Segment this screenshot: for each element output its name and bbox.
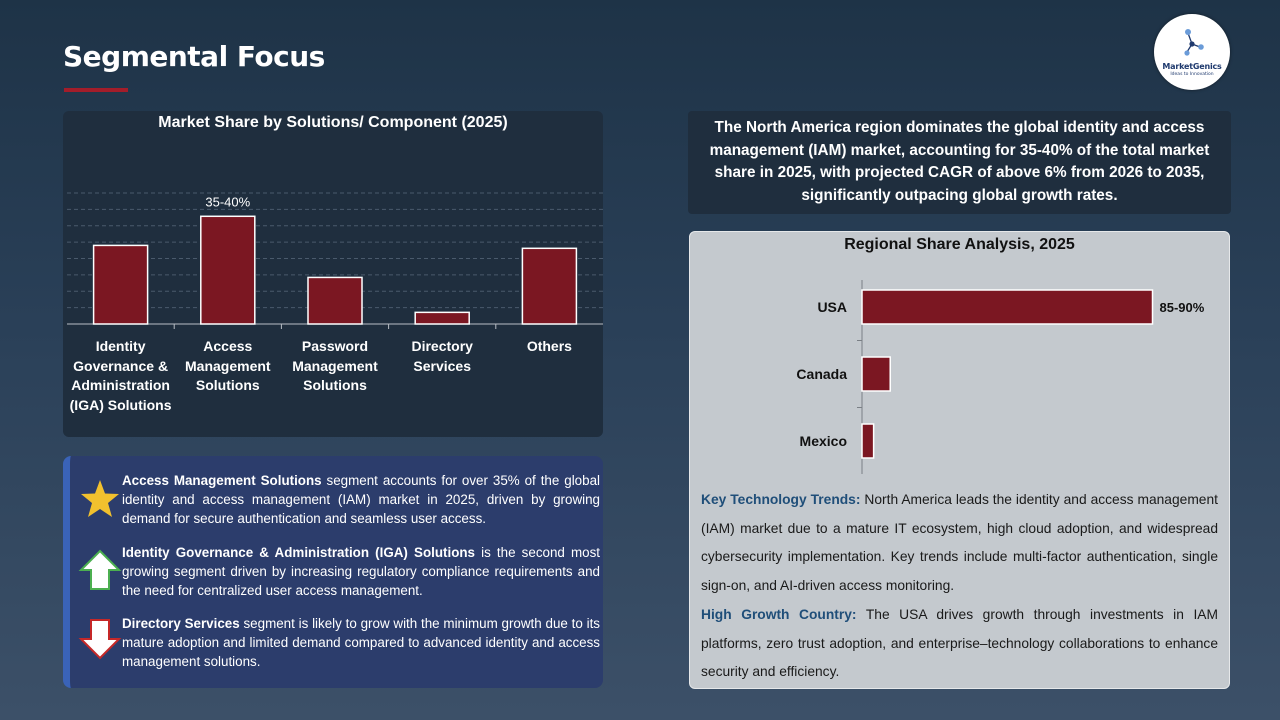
category-label: Directory Services (411, 338, 473, 374)
summary-text: The North America region dominates the g… (709, 119, 1210, 204)
category-label: Password Management Solutions (292, 338, 378, 393)
bar (861, 289, 1154, 325)
company-logo: MarketGenics Ideas to Innovation (1154, 14, 1230, 90)
bar (861, 356, 891, 392)
network-molecule-icon (1184, 29, 1204, 56)
insight-text: segment is likely to grow with the minim… (122, 616, 600, 669)
data-label: 85-90% (1160, 300, 1205, 315)
insight-bold: Directory Services (122, 616, 240, 631)
region-summary-panel: The North America region dominates the g… (688, 111, 1231, 214)
logo-tagline: Ideas to Innovation (1170, 72, 1214, 77)
insight-text: segment accounts for over 35% of the glo… (122, 473, 600, 526)
region-chart-title: Regional Share Analysis, 2025 (844, 236, 1075, 253)
chart-title: Market Share by Solutions/ Component (20… (158, 114, 508, 131)
star-icon (81, 480, 119, 517)
bar (92, 244, 149, 325)
trend-body: North America leads the identity and acc… (701, 492, 1218, 594)
category-label: Identity Governance & Administration (IG… (69, 338, 172, 413)
trend-label: Key Technology Trends: (701, 492, 861, 507)
arrow-up-icon (78, 549, 122, 590)
category-label: Others (526, 338, 572, 354)
bar (521, 247, 578, 325)
data-label: 35-40% (205, 194, 250, 209)
insights-panel: Access Management Solutions segment acco… (63, 456, 603, 688)
growth-label: High Growth Country: (701, 606, 857, 622)
insight-bold: Identity Governance & Administration (IG… (122, 545, 476, 560)
market-share-chart-panel: Market Share by Solutions/ Component (20… (63, 111, 603, 437)
category-label: USA (817, 299, 847, 315)
regional-share-bar-chart: USA 85-90% Canada Mexico (796, 280, 1205, 474)
page-title: Segmental Focus (63, 40, 325, 73)
trend-text: Key Technology Trends: North America lea… (701, 486, 1218, 687)
market-share-bar-chart: 35-40% (67, 192, 603, 329)
insight-text: is the second most growing segment drive… (122, 545, 600, 598)
logo-name: MarketGenics (1162, 62, 1222, 71)
title-underline (64, 88, 128, 92)
insight-item: Identity Governance & Administration (IG… (122, 543, 600, 600)
insight-item: Access Management Solutions segment acco… (122, 471, 600, 528)
regional-share-panel: Regional Share Analysis, 2025 USA 85-90% C… (689, 231, 1230, 689)
arrow-down-icon (78, 619, 122, 660)
bar (861, 423, 875, 459)
insight-bold: Access Management Solutions (122, 473, 322, 488)
bar (200, 215, 256, 325)
bar (414, 311, 470, 325)
category-label: Access Management Solutions (185, 338, 271, 393)
category-label: Canada (796, 366, 847, 382)
insight-item: Directory Services segment is likely to … (122, 614, 600, 671)
category-label: Mexico (800, 433, 847, 449)
bar (307, 276, 363, 325)
growth-body: The USA drives growth through investment… (701, 606, 1218, 680)
